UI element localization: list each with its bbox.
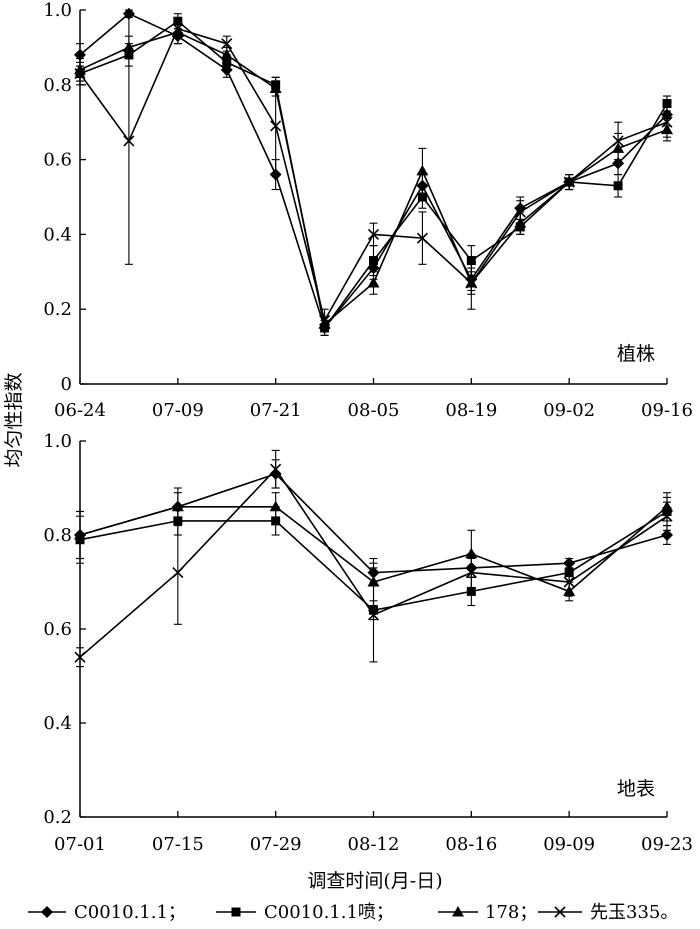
data-point-x [465,567,477,579]
data-point-x [661,510,673,522]
legend-label-c0010: C0010.1.1； [74,902,186,923]
panel-label: 地表 [617,778,655,800]
x-tick-label: 07-01 [54,834,106,855]
legend-marker-triangle [452,906,464,917]
x-axis-label: 调查时间(月-日) [307,870,442,892]
ground-panel: 0.2 0.4 0.6 0.8 1.0 07-01 07-15 07-29 08-12 08-16… [43,431,693,855]
data-point-x [612,135,624,147]
legend-marker-x [554,906,566,918]
legend-item-178: 178； [438,902,537,923]
x-tick-label: 09-16 [641,400,693,421]
data-point-triangle [367,277,380,288]
x-tick-label: 07-09 [152,400,204,421]
legend-symbol-square [216,907,256,917]
x-tick-label: 07-15 [152,834,204,855]
x-tick-label: 09-23 [641,834,693,855]
x-tick-label: 09-09 [543,834,595,855]
data-point-diamond [661,529,673,541]
y-tick-label: 1.0 [43,431,72,452]
y-tick-label: 0.8 [43,75,72,96]
data-point-x [416,232,428,244]
data-point-triangle [74,529,86,540]
y-tick-label: 0.2 [43,807,72,828]
data-point-x [367,609,380,621]
data-point-diamond [74,48,86,61]
y-tick-label: 0 [61,374,72,395]
y-tick-label: 0.6 [43,150,72,171]
legend-marker-square [231,907,241,917]
data-point-x [319,314,331,326]
legend-item-c0010: C0010.1.1； [28,902,186,923]
data-point-x [661,116,673,128]
panel-label: 植株 [617,343,655,365]
data-point-x [74,68,86,80]
legend-symbol-diamond [28,906,66,918]
x-tick-label: 07-21 [250,400,302,421]
data-point-triangle [171,500,184,512]
data-point-square [613,181,623,191]
series-x [74,16,673,333]
data-point-triangle [465,547,478,559]
legend-label-178: 178； [485,902,537,923]
data-point-triangle [220,48,233,60]
data-point-x [123,135,135,147]
x-tick-label: 08-16 [445,834,497,855]
data-point-x [270,463,282,475]
data-point-x [367,228,380,240]
y-tick-label: 0.8 [43,525,72,546]
y-tick-label: 0.4 [43,224,72,245]
data-point-x [172,23,184,35]
series-x [74,449,673,668]
legend-symbol-x [538,906,582,918]
x-tick-label: 07-29 [250,834,302,855]
x-tick-label: 09-02 [543,400,595,421]
data-point-x [465,277,477,289]
data-point-x [221,38,233,50]
data-point-square [662,99,672,108]
y-axis-label: 均匀性指数 [3,372,25,467]
data-point-x [74,651,86,663]
data-point-triangle [269,500,282,512]
data-point-diamond [122,7,135,20]
data-point-x [514,206,526,218]
data-point-x [172,567,184,579]
x-tick-label: 08-05 [348,400,400,421]
y-tick-label: 0.4 [43,713,72,734]
x-tick-label: 08-12 [348,834,400,855]
legend-marker-diamond [41,906,53,918]
y-tick-label: 1.0 [43,0,72,21]
legend-item-c0010-spray: C0010.1.1喷； [216,902,394,923]
legend-label-c0010-spray: C0010.1.1喷； [264,902,394,923]
data-point-x [270,120,282,132]
data-point-triangle [416,164,429,176]
y-tick-label: 0.2 [43,299,72,320]
data-point-square [417,192,427,202]
legend: C0010.1.1； C0010.1.1喷； 178； 先玉335。 [28,902,678,923]
legend-symbol-triangle [438,906,478,917]
data-point-square [369,256,378,266]
plant-panel: 0 0.2 0.4 0.6 0.8 1.0 06-24 07-09 07-21 08-05 08-1… [43,0,693,421]
x-tick-label: 06-24 [54,400,106,421]
data-point-x [563,576,575,588]
y-tick-label: 0.6 [43,619,72,640]
x-tick-label: 08-19 [445,400,497,421]
legend-label-xianyu335: 先玉335。 [590,902,678,923]
data-point-x [563,176,575,188]
legend-item-xianyu335: 先玉335。 [538,902,678,923]
